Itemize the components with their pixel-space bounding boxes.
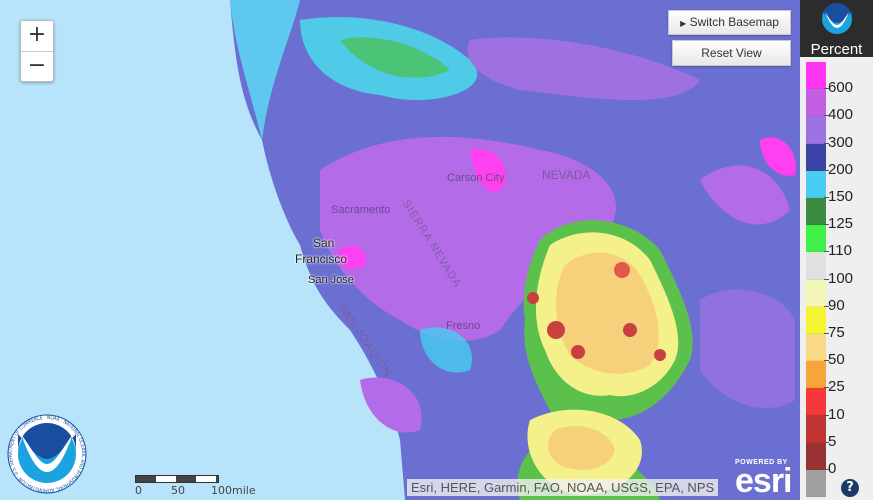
legend-band [806, 252, 826, 280]
legend-tick-label: 10 [824, 405, 845, 423]
legend-band [806, 225, 826, 253]
legend-band [806, 333, 826, 362]
help-button[interactable]: ? [841, 479, 859, 497]
scale-bar: 0 50 100mile [135, 475, 256, 497]
legend-band [806, 469, 826, 497]
scale-bar-graphic [135, 475, 219, 483]
legend-band [806, 306, 826, 334]
map-label-san-francisco-2: Francisco [295, 252, 348, 266]
zoom-out-button[interactable]: − [27, 53, 47, 78]
legend-title: Percent [810, 41, 863, 58]
legend-band [806, 62, 826, 90]
switch-basemap-button[interactable]: ▶ Switch Basemap [668, 10, 791, 35]
legend-band [806, 116, 826, 144]
legend-band [806, 279, 826, 307]
legend-tick-label: 400 [823, 106, 854, 124]
map-attribution: Esri, HERE, Garmin, FAO, NOAA, USGS, EPA… [407, 479, 719, 496]
legend-band [806, 361, 826, 389]
caret-right-icon: ▶ [680, 19, 687, 28]
legend-band [806, 442, 826, 470]
legend-header: Percent [800, 0, 873, 58]
legend-band [806, 197, 826, 226]
legend-tick-label: 50 [824, 351, 845, 369]
noaa-logo: NOAA · NATIONAL OCEANIC AND ATMOSPHERIC … [7, 414, 87, 494]
esri-logo[interactable]: POWERED BY esri [735, 458, 792, 500]
map-label-nevada: NEVADA [542, 168, 591, 182]
precipitation-overlay [230, 0, 800, 500]
legend-tick-label: 5 [823, 432, 837, 450]
legend-tick-label: 25 [824, 378, 845, 396]
legend-panel: Percent 600 400 300 200 150 125 110 100 90 75 50 25… [800, 0, 873, 500]
legend-tick-label: 75 [824, 324, 845, 341]
scale-label-100: 100mile [211, 484, 256, 497]
legend-color-bar [806, 62, 826, 497]
esri-wordmark: esri [735, 462, 792, 500]
map-label-san-francisco-1: San [313, 236, 335, 250]
legend-band [806, 143, 826, 171]
map-label-sacramento: Sacramento [331, 204, 391, 216]
legend-tick-label: 110 [824, 242, 852, 260]
map-canvas[interactable]: Carson City NEVADA Sacramento San Franci… [0, 0, 800, 500]
legend-tick-label: 150 [823, 188, 854, 205]
reset-view-button[interactable]: Reset View [672, 40, 791, 66]
map-label-san-jose: San Jose [308, 274, 354, 286]
map-label-fresno: Fresno [446, 320, 481, 332]
legend-tick-label: 0 [823, 460, 837, 477]
legend-band [806, 170, 826, 198]
legend-tick-label: 90 [824, 296, 845, 314]
legend-tick-label: 100 [823, 269, 854, 287]
legend-band [806, 415, 826, 443]
legend-band [806, 89, 826, 117]
legend-tick-label: 125 [823, 215, 854, 233]
scale-label-50: 50 [171, 484, 185, 497]
legend-tick-label: 200 [823, 160, 854, 178]
scale-label-0: 0 [135, 484, 142, 497]
legend-band [806, 388, 826, 416]
zoom-in-button[interactable]: + [21, 21, 53, 52]
noaa-badge-icon [821, 3, 852, 34]
legend-tick-label: 300 [823, 133, 854, 151]
legend-tick-label: 600 [823, 79, 854, 97]
switch-basemap-label: Switch Basemap [689, 15, 779, 29]
powered-by-text: POWERED BY [735, 459, 788, 466]
map-label-carson-city: Carson City [447, 172, 505, 184]
zoom-control: + − [20, 20, 54, 82]
